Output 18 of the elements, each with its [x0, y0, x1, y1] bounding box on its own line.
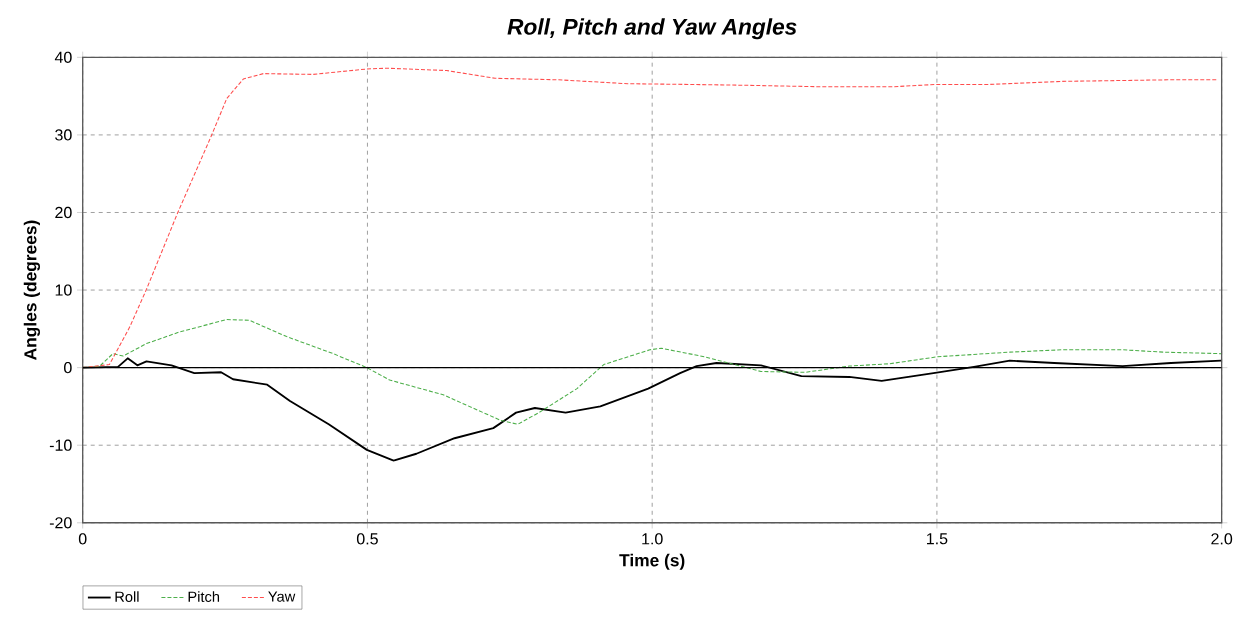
legend-label: Yaw [268, 591, 296, 602]
legend-label: Roll [115, 591, 139, 603]
y-tick-label: -20 [49, 517, 72, 529]
chart-title: Roll, Pitch and Yaw Angles [507, 18, 797, 40]
y-tick-label: 10 [55, 284, 72, 296]
x-axis-title: Time (s) [619, 553, 685, 570]
x-tick-label: 2.0 [1211, 533, 1233, 545]
x-tick-label: 1.5 [927, 533, 948, 545]
x-tick-label: 0 [78, 533, 87, 545]
y-tick-label: 20 [55, 206, 72, 219]
y-tick-label: 40 [54, 51, 72, 64]
legend-label: Pitch [188, 591, 220, 603]
x-tick-label: 0.5 [356, 533, 378, 545]
y-axis-title: Angles (degrees) [23, 220, 41, 361]
y-tick-label: 30 [55, 129, 72, 141]
y-tick-label: 0 [64, 362, 72, 374]
y-tick-label: -10 [49, 439, 72, 451]
x-tick-label: 1.0 [642, 533, 663, 545]
